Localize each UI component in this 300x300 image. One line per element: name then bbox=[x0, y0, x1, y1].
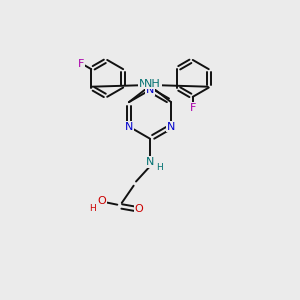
Text: N: N bbox=[125, 122, 133, 131]
Text: N: N bbox=[146, 157, 154, 167]
Text: O: O bbox=[97, 196, 106, 206]
Text: F: F bbox=[78, 58, 85, 68]
Text: NH: NH bbox=[139, 79, 156, 89]
Text: H: H bbox=[156, 163, 163, 172]
Text: N: N bbox=[146, 85, 154, 95]
Text: O: O bbox=[135, 204, 143, 214]
Text: F: F bbox=[190, 103, 196, 113]
Text: H: H bbox=[89, 204, 96, 213]
Text: N: N bbox=[167, 122, 175, 131]
Text: NH: NH bbox=[144, 79, 161, 89]
